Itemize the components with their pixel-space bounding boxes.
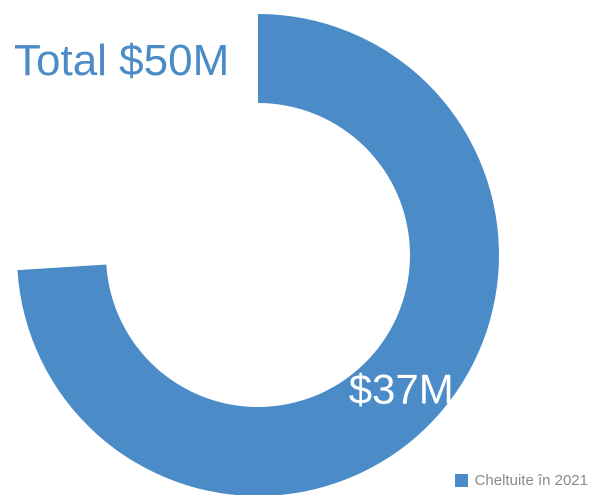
donut-slices <box>17 14 499 495</box>
total-label: Total $50M <box>14 36 230 85</box>
legend: Cheltuite în 2021 <box>454 472 588 489</box>
legend-label: Cheltuite în 2021 <box>474 472 588 489</box>
donut-slice-0 <box>17 14 499 495</box>
legend-swatch <box>454 474 468 487</box>
slice-value-label: $37M <box>349 366 454 413</box>
